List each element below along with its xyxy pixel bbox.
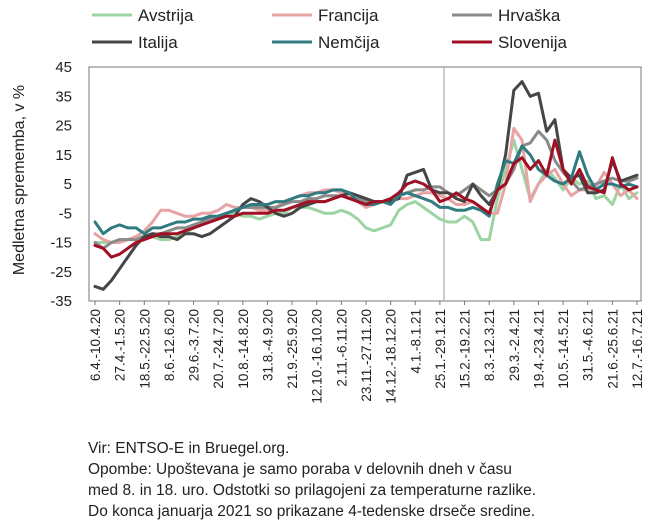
x-tick-label: 31.8.-4.9.20 <box>260 309 275 381</box>
x-tick-label: 2.11.-6.11.20 <box>334 309 349 387</box>
x-tick-label: 21.6.-25.6.21 <box>605 309 620 389</box>
y-tick-label: -5 <box>59 205 72 222</box>
chart-legend: Avstrija Francija Hrvaška Italija Nemčija Slo… <box>92 6 568 52</box>
x-tick-label: 4.1.-8.1.21 <box>408 309 423 374</box>
legend-label: Hrvaška <box>498 6 561 25</box>
x-tick-label: 12.10.-16.10.20 <box>310 309 325 404</box>
line-chart: Avstrija Francija Hrvaška Italija Nemčija Slo… <box>11 6 645 404</box>
y-tick-label: 35 <box>55 88 72 105</box>
y-axis-ticks: -35 -25 -15 -5 5 15 25 35 45 <box>50 59 72 310</box>
series-line-slovenija <box>93 138 639 259</box>
remark-line-2: med 8. in 18. uro. Odstotki so prilagoje… <box>88 482 537 499</box>
x-tick-label: 19.4.-23.4.21 <box>531 309 546 389</box>
legend-label: Italija <box>138 33 178 52</box>
remark-line-1: Opombe: Upoštevana je samo poraba v delo… <box>88 461 512 478</box>
x-tick-label: 31.5.-4.6.21 <box>581 309 596 381</box>
y-tick-label: -25 <box>50 264 72 281</box>
x-axis-ticks: 6.4.-10.4.20 27.4.-1.5.20 18.5.-22.5.20 8.6… <box>88 301 645 404</box>
x-tick-label: 29.6.-3.7.20 <box>187 309 202 381</box>
series-line-hrvaška <box>93 129 639 250</box>
source-note: Vir: ENTSO-E in Bruegel.org. <box>88 440 290 457</box>
series-line-italija <box>93 80 639 291</box>
plot-frame <box>88 66 642 302</box>
x-tick-label: 18.5.-22.5.20 <box>137 309 152 389</box>
legend-label: Francija <box>318 6 379 25</box>
y-axis-label: Medletna sprememba, v % <box>11 85 28 275</box>
x-tick-label: 10.8.-14.8.20 <box>236 309 251 389</box>
x-tick-label: 23.11.-27.11.20 <box>359 309 374 402</box>
x-tick-label: 12.7.-16.7.21 <box>630 309 645 389</box>
x-tick-label: 10.5.-14.5.21 <box>556 309 571 389</box>
x-tick-label: 6.4.-10.4.20 <box>88 309 103 381</box>
x-tick-label: 15.2.-19.2.21 <box>458 309 473 389</box>
legend-label: Nemčija <box>318 33 380 52</box>
legend-label: Avstrija <box>138 6 194 25</box>
legend-label: Slovenija <box>498 33 568 52</box>
series-lines <box>93 80 639 291</box>
x-tick-label: 20.7.-24.7.20 <box>211 309 226 389</box>
y-tick-label: 25 <box>55 118 72 135</box>
x-tick-label: 25.1.-29.1.21 <box>433 309 448 389</box>
x-tick-label: 8.6.-12.6.20 <box>162 309 177 381</box>
chart-notes: Vir: ENTSO-E in Bruegel.org. Opombe: Upo… <box>88 438 536 522</box>
x-tick-label: 27.4.-1.5.20 <box>113 309 128 381</box>
y-tick-label: 45 <box>55 59 72 76</box>
x-tick-label: 21.9.-25.9.20 <box>285 309 300 389</box>
y-tick-label: 5 <box>64 176 72 193</box>
y-tick-label: -35 <box>50 293 72 310</box>
x-tick-label: 8.3.-12.3.21 <box>482 309 497 381</box>
y-tick-label: -15 <box>50 235 72 252</box>
x-tick-label: 29.3.-2.4.21 <box>507 309 522 381</box>
y-tick-label: 15 <box>55 147 72 164</box>
x-tick-label: 14.12.-18.12.20 <box>384 309 399 404</box>
remark-line-3: Do konca januarja 2021 so prikazane 4-te… <box>88 503 536 520</box>
